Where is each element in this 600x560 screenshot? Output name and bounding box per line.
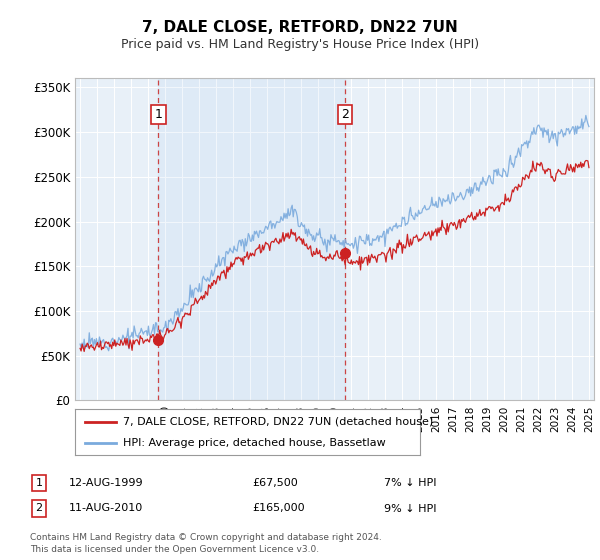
Text: Contains HM Land Registry data © Crown copyright and database right 2024.: Contains HM Land Registry data © Crown c…	[30, 533, 382, 542]
Text: £67,500: £67,500	[252, 478, 298, 488]
Text: 11-AUG-2010: 11-AUG-2010	[69, 503, 143, 514]
Text: 12-AUG-1999: 12-AUG-1999	[69, 478, 143, 488]
Text: 7, DALE CLOSE, RETFORD, DN22 7UN: 7, DALE CLOSE, RETFORD, DN22 7UN	[142, 20, 458, 35]
Text: 7, DALE CLOSE, RETFORD, DN22 7UN (detached house): 7, DALE CLOSE, RETFORD, DN22 7UN (detach…	[124, 417, 434, 427]
Text: 2: 2	[35, 503, 43, 514]
Text: 7% ↓ HPI: 7% ↓ HPI	[384, 478, 437, 488]
Text: Price paid vs. HM Land Registry's House Price Index (HPI): Price paid vs. HM Land Registry's House …	[121, 38, 479, 50]
Text: 1: 1	[155, 108, 163, 120]
Text: 9% ↓ HPI: 9% ↓ HPI	[384, 503, 437, 514]
Bar	[158, 78, 345, 400]
Text: £165,000: £165,000	[252, 503, 305, 514]
Text: 2: 2	[341, 108, 349, 120]
Text: This data is licensed under the Open Government Licence v3.0.: This data is licensed under the Open Gov…	[30, 545, 319, 554]
Text: 1: 1	[35, 478, 43, 488]
Text: HPI: Average price, detached house, Bassetlaw: HPI: Average price, detached house, Bass…	[124, 438, 386, 448]
